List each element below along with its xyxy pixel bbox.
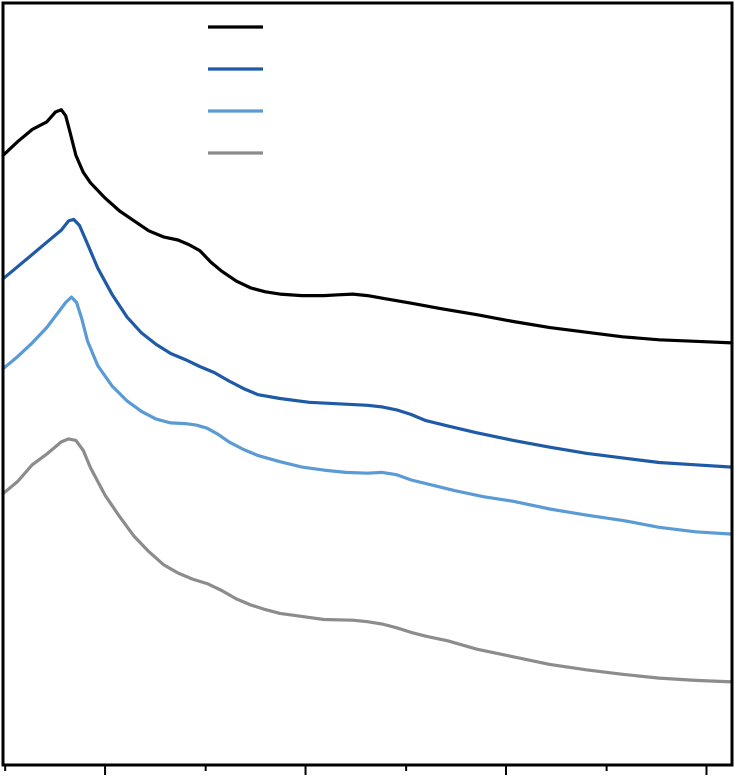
series-line-2 bbox=[3, 297, 732, 534]
series-line-0 bbox=[3, 110, 732, 343]
series-group bbox=[3, 110, 732, 682]
legend bbox=[208, 27, 263, 153]
series-line-1 bbox=[3, 219, 732, 467]
series-line-3 bbox=[3, 439, 732, 682]
